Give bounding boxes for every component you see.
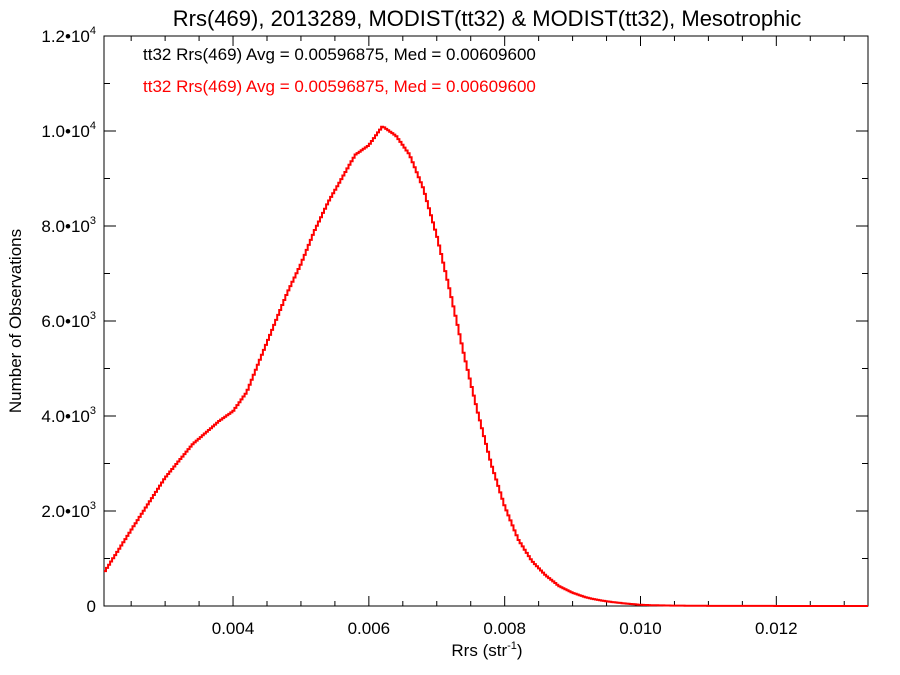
y-tick-exponent: 4 (90, 25, 96, 37)
y-tick-label: 0 (87, 597, 96, 616)
x-axis-label: Rrs (str-1) (451, 640, 522, 660)
y-tick-mantissa: 6.0•10 (41, 312, 90, 331)
x-axis-label-end: ) (517, 641, 523, 660)
x-tick-labels: 0.004 0.006 0.008 0.010 0.012 (212, 619, 798, 638)
series-step-line (104, 125, 868, 607)
y-tick-exponent: 4 (90, 120, 96, 132)
y-tick-labels: 02.0•1034.0•1036.0•1038.0•1031.0•1041.2•… (41, 25, 96, 616)
y-tick-mantissa: 0 (87, 597, 96, 616)
y-tick-label: 4.0•103 (41, 405, 96, 426)
x-tick-label: 0.008 (483, 619, 526, 638)
y-tick-label: 1.2•104 (41, 25, 96, 46)
x-tick-label: 0.010 (619, 619, 662, 638)
annotation-red: tt32 Rrs(469) Avg = 0.00596875, Med = 0.… (143, 77, 536, 96)
annotation-black: tt32 Rrs(469) Avg = 0.00596875, Med = 0.… (143, 45, 536, 64)
y-tick-exponent: 3 (90, 310, 96, 322)
x-axis-label-sup: -1 (507, 640, 517, 652)
y-tick-mantissa: 4.0•10 (41, 407, 90, 426)
x-tick-label: 0.004 (212, 619, 255, 638)
chart-title: Rrs(469), 2013289, MODIST(tt32) & MODIST… (173, 6, 801, 31)
y-tick-label: 2.0•103 (41, 500, 96, 521)
y-tick-mantissa: 1.0•10 (41, 122, 90, 141)
x-axis-label-main: Rrs (str (451, 641, 507, 660)
y-axis-label: Number of Observations (6, 229, 25, 413)
y-tick-exponent: 3 (90, 405, 96, 417)
x-tick-label: 0.012 (755, 619, 798, 638)
y-tick-exponent: 3 (90, 500, 96, 512)
y-tick-mantissa: 2.0•10 (41, 502, 90, 521)
y-tick-label: 8.0•103 (41, 215, 96, 236)
y-tick-exponent: 3 (90, 215, 96, 227)
y-tick-label: 1.0•104 (41, 120, 96, 141)
y-tick-mantissa: 8.0•10 (41, 217, 90, 236)
y-tick-mantissa: 1.2•10 (41, 27, 90, 46)
x-tick-label: 0.006 (348, 619, 391, 638)
y-tick-label: 6.0•103 (41, 310, 96, 331)
